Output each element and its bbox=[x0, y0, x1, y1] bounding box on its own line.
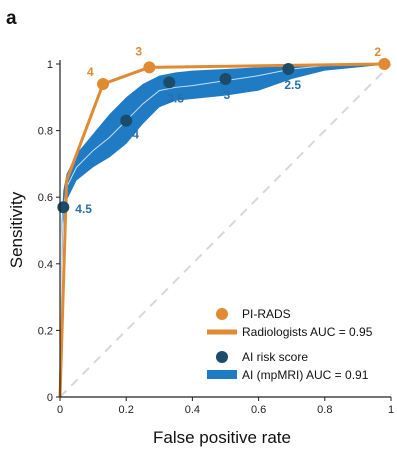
ai-risk-score-point bbox=[163, 76, 176, 89]
x-tick-label: 0.4 bbox=[185, 404, 200, 416]
pi-rads-point-label: 4 bbox=[87, 65, 94, 79]
pi-rads-point bbox=[143, 61, 156, 74]
ai-point-label: 3 bbox=[224, 88, 231, 102]
y-tick-label: 0.4 bbox=[38, 259, 53, 271]
pi-rads-point-label: 3 bbox=[135, 44, 142, 58]
y-tick-label: 1 bbox=[47, 59, 53, 71]
plot-area: 4.5 4 3.5 3 2.5 4 3 2 bbox=[57, 44, 392, 398]
ai-point-label: 3.5 bbox=[167, 91, 184, 105]
ai-point-label: 4 bbox=[132, 128, 139, 142]
ai-risk-score-point bbox=[57, 201, 70, 214]
legend-entry-label: AI risk score bbox=[242, 350, 308, 364]
legend: PI-RADS Radiologists AUC = 0.95 AI risk sc… bbox=[207, 307, 373, 382]
y-axis-label: Sensitivity bbox=[7, 191, 26, 268]
pi-rads-point-label: 2 bbox=[374, 45, 381, 59]
panel-label: a bbox=[6, 8, 17, 29]
ai-point-label: 2.5 bbox=[284, 78, 301, 92]
y-tick-label: 0.8 bbox=[38, 126, 53, 138]
x-tick-label: 0 bbox=[57, 404, 63, 416]
legend-marker-band bbox=[207, 370, 237, 379]
y-tick-label: 0 bbox=[47, 392, 53, 404]
x-tick-label: 0.6 bbox=[251, 404, 266, 416]
chance-diagonal-line bbox=[59, 63, 392, 398]
ai-risk-score-point bbox=[219, 72, 232, 85]
x-tick-label: 0.8 bbox=[317, 404, 332, 416]
x-tick-label: 0.2 bbox=[119, 404, 134, 416]
y-tick-label: 0.6 bbox=[38, 192, 53, 204]
x-tick-label: 1 bbox=[388, 404, 394, 416]
axes: 0 0.2 0.4 0.6 0.8 1 0 0.2 0.4 0.6 0.8 1 bbox=[38, 59, 394, 416]
x-axis-label: False positive rate bbox=[153, 428, 291, 447]
legend-marker-circle bbox=[216, 308, 228, 320]
legend-entry-label: Radiologists AUC = 0.95 bbox=[242, 325, 373, 339]
pi-rads-point bbox=[97, 77, 110, 90]
ai-point-label: 4.5 bbox=[75, 202, 92, 216]
legend-entry-label: AI (mpMRI) AUC = 0.91 bbox=[242, 368, 369, 382]
y-tick-label: 0.2 bbox=[38, 325, 53, 337]
ai-risk-score-point bbox=[282, 62, 295, 75]
pi-rads-point bbox=[378, 58, 391, 70]
ai-risk-score-point bbox=[120, 114, 133, 127]
legend-entry-label: PI-RADS bbox=[242, 307, 291, 321]
legend-marker-circle bbox=[216, 351, 228, 363]
